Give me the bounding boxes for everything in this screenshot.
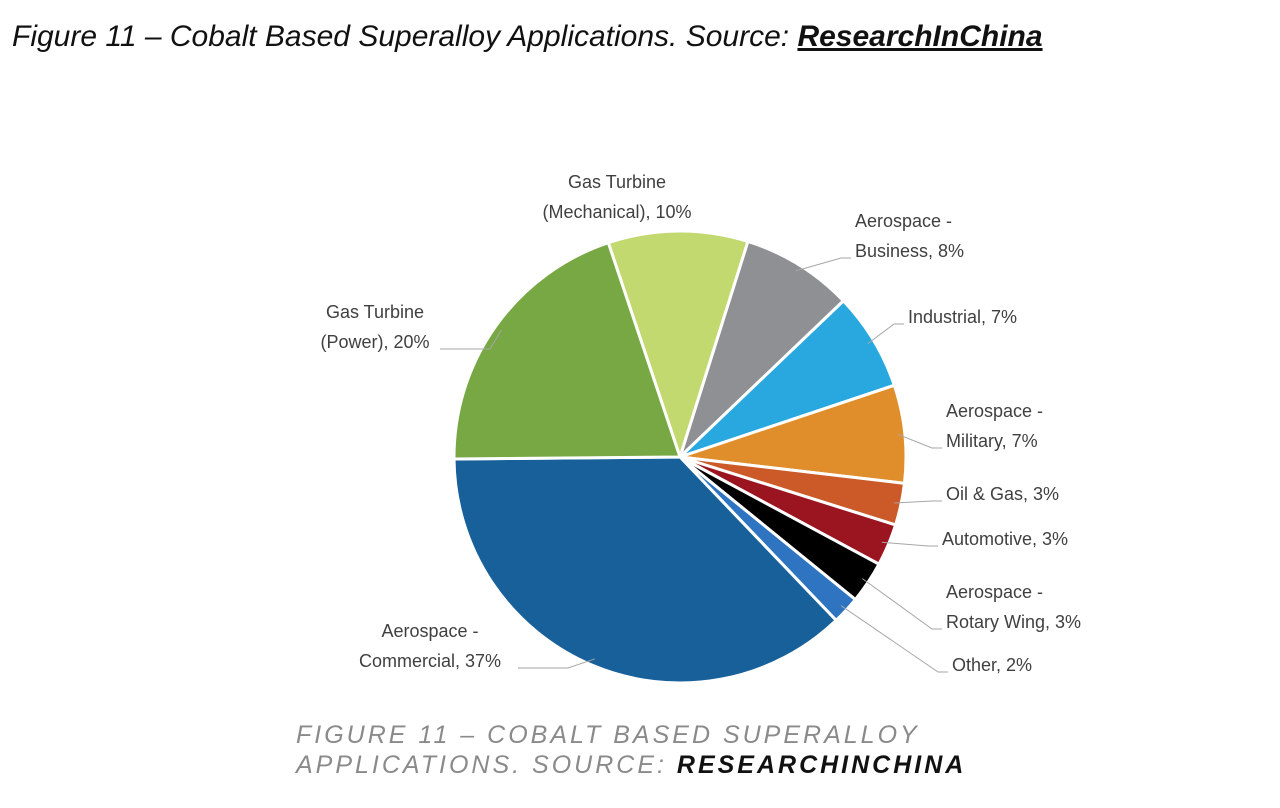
label-line: Automotive, 3%	[942, 529, 1068, 549]
data-label: Automotive, 3%	[942, 529, 1068, 549]
label-line: (Mechanical), 10%	[542, 202, 691, 222]
label-line: Aerospace -	[381, 621, 478, 641]
data-label: Industrial, 7%	[908, 307, 1017, 327]
figure-title: Figure 11 – Cobalt Based Superalloy Appl…	[12, 20, 1043, 54]
caption-source: ResearchInChina	[676, 751, 967, 779]
label-line: Oil & Gas, 3%	[946, 484, 1059, 504]
leader-line	[840, 605, 948, 673]
label-line: (Power), 20%	[320, 332, 429, 352]
data-label: Aerospace - Commercial, 37%	[359, 621, 501, 671]
leader-line	[897, 434, 942, 449]
figure-caption: Figure 11 – Cobalt Based Superalloy Appl…	[296, 720, 1016, 780]
pie-slice	[452, 455, 839, 685]
data-label: Oil & Gas, 3%	[946, 484, 1059, 504]
leader-line	[795, 257, 851, 272]
label-line: Other, 2%	[952, 655, 1032, 675]
data-label: Gas Turbine (Power), 20%	[320, 302, 429, 352]
label-line: Gas Turbine	[326, 302, 424, 322]
label-line: Aerospace -	[855, 211, 952, 231]
label-line: Gas Turbine	[568, 172, 666, 192]
pie-slice	[606, 229, 750, 462]
leader-line	[440, 329, 502, 350]
label-line: Aerospace -	[946, 582, 1043, 602]
label-line: Aerospace -	[946, 401, 1043, 421]
data-label: Gas Turbine (Mechanical), 10%	[542, 172, 691, 222]
data-label: Aerospace - Military, 7%	[946, 401, 1043, 451]
source-link[interactable]: ResearchInChina	[797, 20, 1043, 53]
caption-text: Figure 11 – Cobalt Based Superalloy Appl…	[296, 721, 920, 779]
label-line: Rotary Wing, 3%	[946, 612, 1081, 632]
label-line: Commercial, 37%	[359, 651, 501, 671]
label-line: Military, 7%	[946, 431, 1038, 451]
pie-slice	[678, 239, 846, 459]
leader-line	[867, 323, 904, 345]
label-line: Industrial, 7%	[908, 307, 1017, 327]
data-label: Other, 2%	[952, 655, 1032, 675]
title-text: Figure 11 – Cobalt Based Superalloy Appl…	[12, 20, 798, 53]
leader-line	[894, 500, 942, 504]
pie-slice	[452, 240, 683, 461]
data-label: Aerospace - Rotary Wing, 3%	[946, 582, 1081, 632]
label-line: Business, 8%	[855, 241, 964, 261]
leader-line	[518, 658, 595, 669]
leader-line	[881, 541, 938, 547]
leader-line	[862, 578, 942, 630]
data-label: Aerospace - Business, 8%	[855, 211, 964, 261]
